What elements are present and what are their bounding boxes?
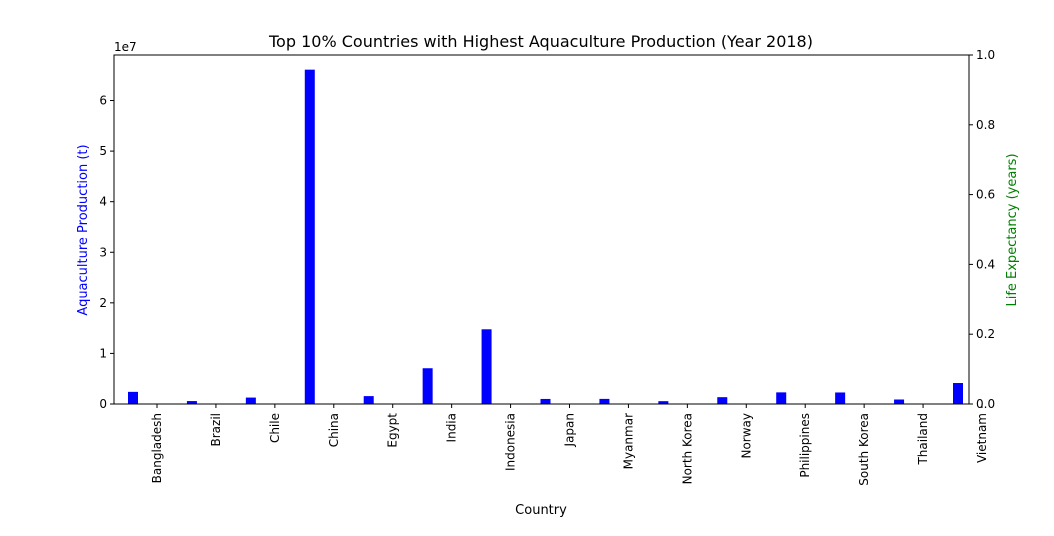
chart-title: Top 10% Countries with Highest Aquacultu… [268,32,813,51]
x-axis-label: Country [515,503,567,518]
x-tick-label: Indonesia [504,413,518,471]
y-axis-label: Aquaculture Production (t) [76,144,91,315]
x-axis-ticks: Bangladesh Brazil Chile China Egypt India Indo… [150,404,989,486]
y2-tick-label: 0.0 [976,397,995,411]
bar-japan [540,398,551,404]
bar-thailand [894,399,905,404]
x-tick-label: Philippines [798,413,812,478]
y2-tick-label: 0.2 [976,327,995,341]
x-tick-label: North Korea [680,413,694,484]
bars [128,69,963,404]
plot-frame [113,54,970,405]
y2-axis-ticks: 0.0 0.2 0.4 0.6 0.8 1.0 [969,48,995,411]
x-tick-label: Bangladesh [150,413,164,483]
x-tick-label: Norway [739,413,753,459]
y-axis-ticks: 0 1 2 3 4 5 6 [99,94,114,411]
y2-tick-label: 0.8 [976,118,995,132]
bar-norway [717,397,728,404]
bar-chile [245,397,256,404]
y-tick-label: 5 [99,144,107,158]
y-tick-label: 2 [99,296,107,310]
x-tick-label: Myanmar [621,413,635,469]
x-tick-label: Thailand [916,413,930,466]
bar-myanmar [599,398,610,404]
y2-tick-label: 0.6 [976,188,995,202]
bar-india [422,368,433,404]
bar-north-korea [658,401,669,404]
x-tick-label: China [327,413,341,447]
y2-axis-label: Life Expectancy (years) [1005,153,1020,306]
bar-brazil [186,401,197,404]
y-tick-label: 6 [99,94,107,108]
y-tick-label: 4 [99,195,107,209]
y2-tick-label: 1.0 [976,48,995,62]
x-tick-label: India [445,413,459,442]
bar-vietnam [953,383,963,404]
x-tick-label: Brazil [209,413,223,447]
bar-indonesia [481,329,492,404]
bar-south-korea [835,392,846,404]
bar-china [304,69,315,404]
y-tick-label: 1 [99,346,107,360]
bar-philippines [776,392,787,404]
bar-egypt [363,396,374,404]
y-tick-label: 0 [99,397,107,411]
x-tick-label: Japan [563,413,577,447]
y-tick-label: 3 [99,245,107,259]
x-tick-label: Egypt [386,413,400,448]
y-offset-text: 1e7 [114,40,137,54]
x-tick-label: South Korea [857,413,871,486]
x-tick-label: Vietnam [975,413,989,463]
bar-bangladesh [128,391,138,404]
x-tick-label: Chile [268,413,282,443]
y2-tick-label: 0.4 [976,257,995,271]
